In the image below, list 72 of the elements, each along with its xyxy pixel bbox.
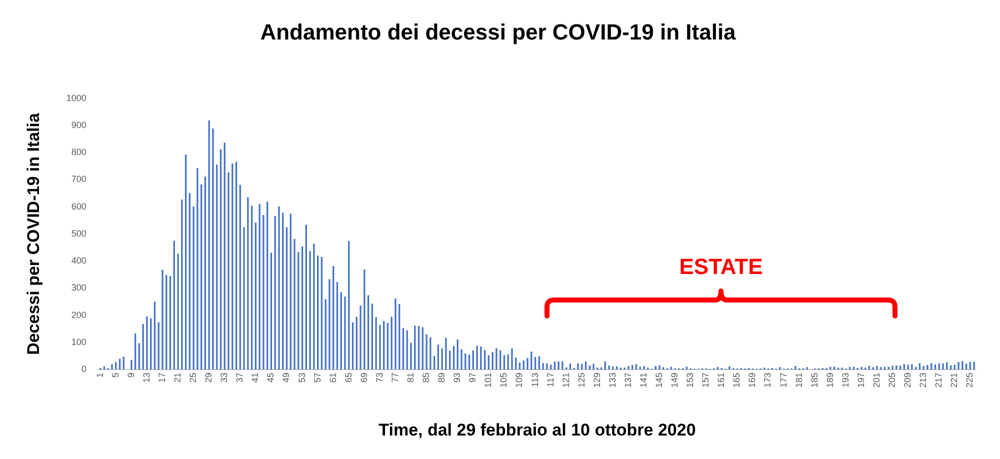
x-tick-label: 69 [358,372,369,383]
y-tick-label: 900 [71,120,86,130]
y-tick-label: 500 [71,228,86,238]
x-tick-label: 37 [234,372,245,383]
y-tick-label: 100 [71,336,86,347]
x-tick-label: 13 [141,372,152,383]
x-tick-label: 205 [887,372,897,388]
x-tick-label: 105 [498,372,509,388]
x-tick-label: 225 [964,372,975,388]
x-tick-label: 113 [530,372,540,387]
x-tick-label: 217 [934,372,944,388]
x-tick-label: 221 [949,372,960,388]
x-tick-label: 141 [638,372,648,388]
x-tick-label: 65 [343,372,354,383]
x-tick-label: 209 [902,372,913,388]
x-tick-label: 57 [312,372,322,383]
x-tick-label: 93 [452,372,462,383]
x-tick-label: 185 [809,372,820,388]
x-tick-label: 97 [468,372,478,383]
x-tick-label: 137 [622,372,633,388]
chart-title: Andamento dei decessi per COVID-19 in Italia [260,19,737,44]
x-tick-label: 61 [328,372,338,383]
x-tick-label: 173 [762,372,773,388]
x-tick-label: 53 [296,372,307,383]
x-tick-label: 25 [188,372,198,383]
x-tick-label: 201 [871,372,882,388]
x-tick-label: 193 [840,372,850,388]
x-tick-label: 33 [219,372,230,383]
x-tick-label: 181 [794,372,804,388]
y-axis-title: Decessi per COVID-19 in Italia [24,112,43,355]
x-tick-label: 149 [670,372,680,388]
x-tick-label: 9 [126,372,136,378]
x-tick-label: 213 [918,372,928,388]
x-tick-label: 189 [824,372,835,388]
y-tick-label: 700 [71,174,86,184]
x-tick-label: 41 [250,372,260,383]
x-tick-label: 121 [560,372,571,388]
x-tick-label: 89 [436,372,447,383]
x-tick-label: 157 [700,372,711,388]
x-tick-label: 125 [576,372,586,388]
x-tick-label: 109 [514,372,524,388]
x-tick-label: 77 [390,372,400,383]
x-tick-label: 169 [747,372,758,388]
y-tick-label: 400 [71,256,86,266]
x-tick-label: 117 [545,372,556,387]
x-tick-label: 153 [685,372,696,388]
x-tick-label: 29 [204,372,214,383]
x-tick-label: 21 [172,372,183,383]
annotation: ESTATE [679,254,763,280]
y-tick-label: 1000 [66,92,86,103]
x-tick-label: 129 [592,372,602,388]
y-tick-label: 600 [71,201,86,212]
y-tick-label: 200 [71,310,86,320]
x-tick-label: 145 [654,372,664,388]
x-tick-label: 165 [732,372,742,388]
y-tick-label: 800 [71,147,86,158]
x-tick-label: 1 [94,372,105,378]
x-tick-label: 197 [856,372,866,388]
x-tick-label: 73 [374,372,384,383]
x-tick-label: 17 [156,372,167,383]
x-axis-title: Time, dal 29 febbraio al 10 ottobre 2020 [378,420,696,440]
x-tick-label: 133 [607,372,618,388]
x-tick-label: 49 [281,372,292,383]
x-tick-label: 161 [716,372,726,388]
y-tick-label: 0 [81,364,86,374]
y-tick-label: 300 [71,282,86,293]
x-tick-label: 81 [405,372,416,383]
x-tick-label: 101 [483,372,494,388]
x-tick-label: 177 [778,372,788,388]
x-tick-label: 85 [421,372,432,383]
x-tick-label: 5 [110,372,120,378]
x-tick-label: 45 [266,372,276,383]
